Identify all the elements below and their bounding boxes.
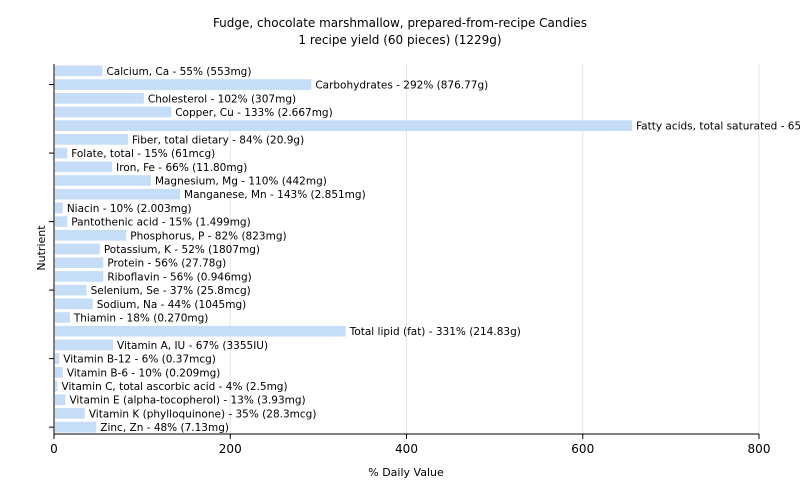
bar-label: Phosphorus, P - 82% (823mg) [130,230,286,242]
bar-label: Manganese, Mn - 143% (2.851mg) [184,189,366,201]
bar [55,284,87,296]
bar [55,147,68,159]
bar [55,92,144,104]
x-tick-label: 0 [50,442,58,456]
bar [55,353,60,364]
bar-label: Copper, Cu - 133% (2.667mg) [175,107,332,119]
bar [55,216,68,227]
bar-label: Zinc, Zn - 48% (7.13mg) [100,422,229,434]
bar-label: Folate, total - 15% (61mcg) [71,148,215,160]
bar-label: Fatty acids, total saturated - 656% (131… [636,121,800,133]
bar [55,408,85,419]
bar [55,202,63,214]
bar-label: Potassium, K - 52% (1807mg) [104,244,260,256]
bar-label: Sodium, Na - 44% (1045mg) [97,299,246,311]
bar [55,421,97,433]
bar-label: Vitamin E (alpha-tocopherol) - 13% (3.93… [69,395,305,407]
bar-label: Riboflavin - 56% (0.946mg) [107,271,251,283]
bar-label: Cholesterol - 102% (307mg) [148,93,296,105]
bar [55,394,66,406]
bar-label: Vitamin K (phylloquinone) - 35% (28.3mcg… [89,408,317,420]
bars [55,65,633,433]
bar-label: Niacin - 10% (2.003mg) [67,203,192,215]
x-tick-label: 400 [395,442,418,456]
bar [55,271,104,282]
bar [55,325,346,337]
chart-title: Fudge, chocolate marshmallow, prepared-f… [213,16,587,30]
bar [55,366,63,378]
bar [55,380,58,392]
bar [55,175,151,186]
bar [55,298,93,310]
bar [55,229,127,241]
bar-label: Carbohydrates - 292% (876.77g) [315,80,488,92]
bar-label: Total lipid (fat) - 331% (214.83g) [349,326,521,338]
bar [55,312,70,323]
x-tick-label: 600 [571,442,594,456]
y-axis-label: Nutrient [35,225,48,271]
bar-label: Fiber, total dietary - 84% (20.9g) [132,134,304,146]
bar-label: Magnesium, Mg - 110% (442mg) [155,175,327,187]
grid-lines [229,64,760,434]
bar-labels: Calcium, Ca - 55% (553mg) Carbohydrates -… [62,66,800,434]
bar-label: Pantothenic acid - 15% (1.499mg) [71,217,250,229]
x-tick-label: 200 [219,442,242,456]
bar [55,65,103,77]
bar-label: Vitamin C, total ascorbic acid - 4% (2.5… [62,381,288,393]
x-tick-label: 800 [748,442,771,456]
bar [55,339,114,351]
chart-subtitle: 1 recipe yield (60 pieces) (1229g) [298,33,501,47]
bar-label: Iron, Fe - 66% (11.80mg) [116,162,247,174]
axes: 0 200 400 600 800 [49,64,770,456]
bar-label: Selenium, Se - 37% (25.8mcg) [91,285,251,297]
bar [55,120,633,132]
bar-label: Vitamin A, IU - 67% (3355IU) [117,340,268,352]
bar [55,134,129,145]
bar-label: Vitamin B-12 - 6% (0.37mcg) [63,354,216,366]
bar [55,161,113,173]
bar [55,79,312,90]
bar [55,257,104,269]
x-axis-label: % Daily Value [368,466,444,479]
bar-label: Thiamin - 18% (0.270mg) [73,313,209,325]
bar-label: Vitamin B-6 - 10% (0.209mg) [67,367,221,379]
bar [55,243,100,255]
bar-label: Calcium, Ca - 55% (553mg) [106,66,251,78]
bar-label: Protein - 56% (27.78g) [107,258,226,270]
bar [55,106,172,118]
bar [55,188,181,200]
